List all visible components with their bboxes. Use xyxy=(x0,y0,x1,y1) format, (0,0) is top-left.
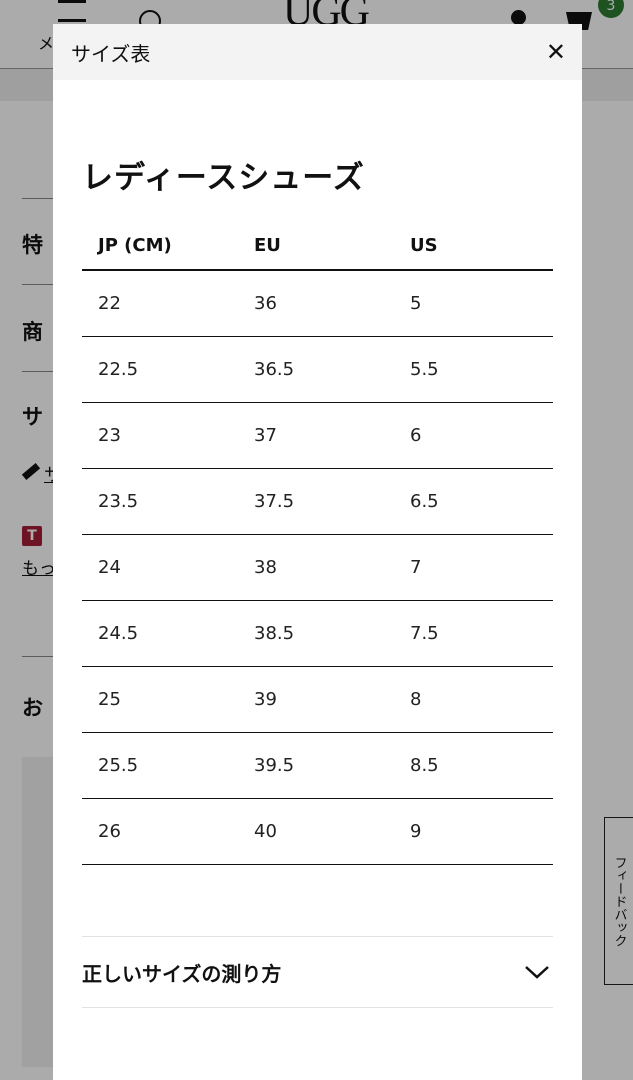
table-row: 24.5 38.5 7.5 xyxy=(82,600,553,667)
close-icon[interactable]: ✕ xyxy=(545,38,566,66)
t-badge: T xyxy=(22,526,42,546)
cell-eu: 39 xyxy=(238,666,394,733)
cell-eu: 37 xyxy=(238,402,394,469)
cell-us: 5.5 xyxy=(394,336,553,403)
cell-jp: 23 xyxy=(82,402,238,469)
cell-us: 7 xyxy=(394,534,553,601)
feedback-tab[interactable]: フィードバック xyxy=(604,817,633,985)
table-row: 25 39 8 xyxy=(82,666,553,733)
section-size[interactable]: サ xyxy=(22,405,43,429)
table-row: 22.5 36.5 5.5 xyxy=(82,336,553,403)
cell-us: 5 xyxy=(394,270,553,337)
cell-eu: 36.5 xyxy=(238,336,394,403)
table-row: 23 37 6 xyxy=(82,402,553,469)
cell-us: 8.5 xyxy=(394,732,553,799)
divider xyxy=(22,371,82,372)
cell-jp: 26 xyxy=(82,798,238,865)
column-header-us: US xyxy=(394,222,553,271)
cell-jp: 25.5 xyxy=(82,732,238,799)
section-product[interactable]: 商 xyxy=(22,320,43,344)
cell-jp: 24.5 xyxy=(82,600,238,667)
table-row: 24 38 7 xyxy=(82,534,553,601)
measure-size-accordion[interactable]: 正しいサイズの測り方 xyxy=(82,936,553,1008)
section-features[interactable]: 特 xyxy=(22,233,43,257)
cell-eu: 37.5 xyxy=(238,468,394,535)
menu-icon[interactable] xyxy=(58,0,86,22)
cell-eu: 38.5 xyxy=(238,600,394,667)
table-header-row: JP (CM) EU US xyxy=(82,222,553,271)
section-recommend[interactable]: お xyxy=(22,696,43,720)
cell-jp: 24 xyxy=(82,534,238,601)
cell-eu: 40 xyxy=(238,798,394,865)
size-chart-modal: サイズ表 ✕ レディースシューズ JP (CM) EU US 22 36 5 22.5… xyxy=(53,24,582,1080)
chart-heading: レディースシューズ xyxy=(82,160,365,196)
table-row: 23.5 37.5 6.5 xyxy=(82,468,553,535)
cell-jp: 25 xyxy=(82,666,238,733)
cell-eu: 38 xyxy=(238,534,394,601)
cell-us: 8 xyxy=(394,666,553,733)
modal-header: サイズ表 ✕ xyxy=(53,24,582,80)
cell-jp: 22 xyxy=(82,270,238,337)
table-row: 22 36 5 xyxy=(82,270,553,337)
modal-title: サイズ表 xyxy=(71,41,151,66)
cell-eu: 36 xyxy=(238,270,394,337)
column-header-jp: JP (CM) xyxy=(82,222,238,271)
menu-label: メ xyxy=(38,34,55,53)
cell-jp: 22.5 xyxy=(82,336,238,403)
divider xyxy=(22,284,82,285)
table-row: 25.5 39.5 8.5 xyxy=(82,732,553,799)
cell-eu: 39.5 xyxy=(238,732,394,799)
divider xyxy=(22,198,82,199)
account-icon[interactable] xyxy=(511,10,526,25)
cell-us: 6 xyxy=(394,402,553,469)
cart-count-badge: 3 xyxy=(598,0,624,18)
cell-jp: 23.5 xyxy=(82,468,238,535)
size-table: JP (CM) EU US 22 36 5 22.5 36.5 5.5 23 37 6 23.5 3… xyxy=(82,222,553,865)
more-link[interactable]: もっ xyxy=(22,559,56,579)
divider xyxy=(22,656,82,657)
table-row: 26 40 9 xyxy=(82,798,553,865)
cell-us: 9 xyxy=(394,798,553,865)
cell-us: 6.5 xyxy=(394,468,553,535)
cell-us: 7.5 xyxy=(394,600,553,667)
chevron-down-icon xyxy=(525,966,549,979)
column-header-eu: EU xyxy=(238,222,394,271)
accordion-label: 正しいサイズの測り方 xyxy=(82,961,282,986)
